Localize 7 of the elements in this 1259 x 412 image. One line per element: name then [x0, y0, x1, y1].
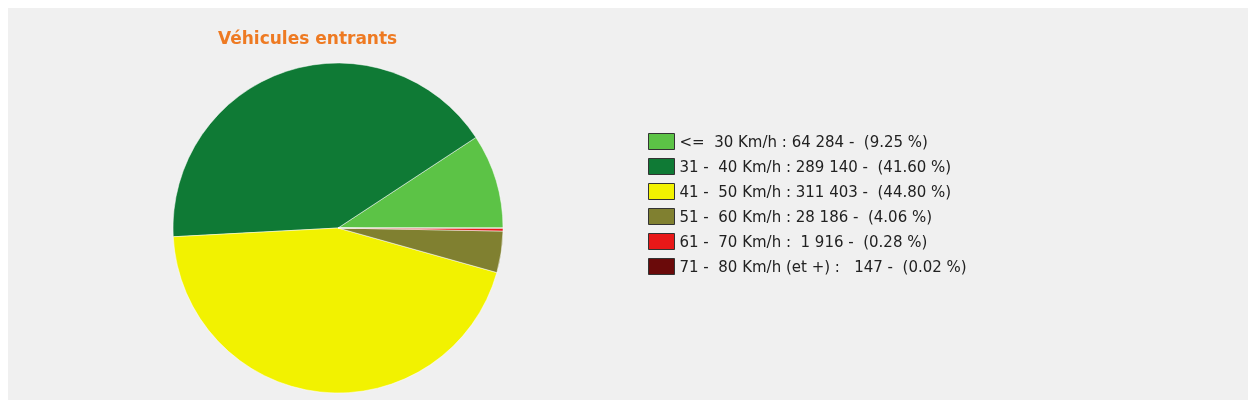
legend-label: 31 - 40 Km/h : 289 140 - (41.60 %) [679, 157, 952, 176]
chart-title: Véhicules entrants [218, 27, 398, 48]
legend-label: 61 - 70 Km/h : 1 916 - (0.28 %) [679, 232, 928, 251]
legend-label: 41 - 50 Km/h : 311 403 - (44.80 %) [679, 182, 952, 201]
legend-label: <= 30 Km/h : 64 284 - (9.25 %) [679, 132, 928, 151]
legend-label: 51 - 60 Km/h : 28 186 - (4.06 %) [679, 207, 933, 226]
legend-label: 71 - 80 Km/h (et +) : 147 - (0.02 %) [679, 257, 967, 276]
